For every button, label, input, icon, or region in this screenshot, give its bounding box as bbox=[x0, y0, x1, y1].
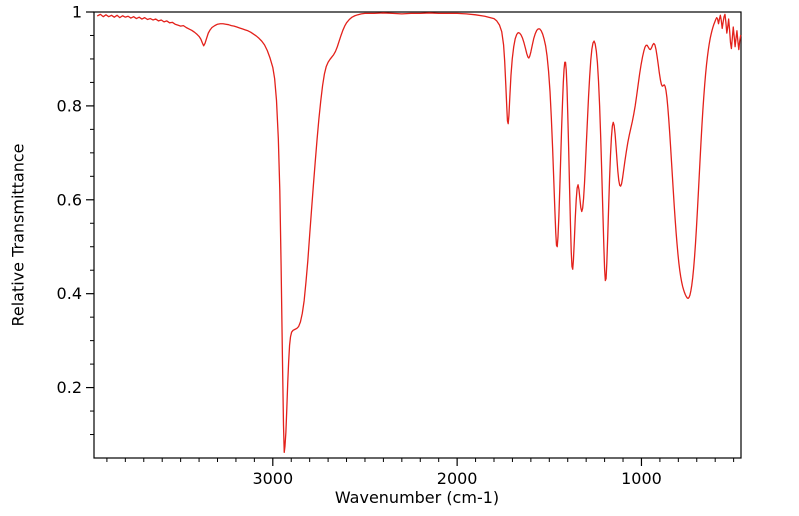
y-axis-label: Relative Transmittance bbox=[8, 143, 28, 327]
x-tick-label: 1000 bbox=[621, 469, 662, 488]
y-tick-label: 0.8 bbox=[57, 96, 82, 115]
x-tick-label: 2000 bbox=[437, 469, 478, 488]
y-tick-label: 0.4 bbox=[57, 284, 82, 303]
plot-frame bbox=[93, 11, 742, 459]
x-tick-label: 3000 bbox=[252, 469, 293, 488]
y-tick-label: 0.6 bbox=[57, 190, 82, 209]
y-tick-label: 0.2 bbox=[57, 378, 82, 397]
x-axis-label: Wavenumber (cm-1) bbox=[334, 488, 500, 507]
y-tick-label: 1 bbox=[72, 3, 82, 22]
spectrum-line bbox=[97, 12, 742, 454]
